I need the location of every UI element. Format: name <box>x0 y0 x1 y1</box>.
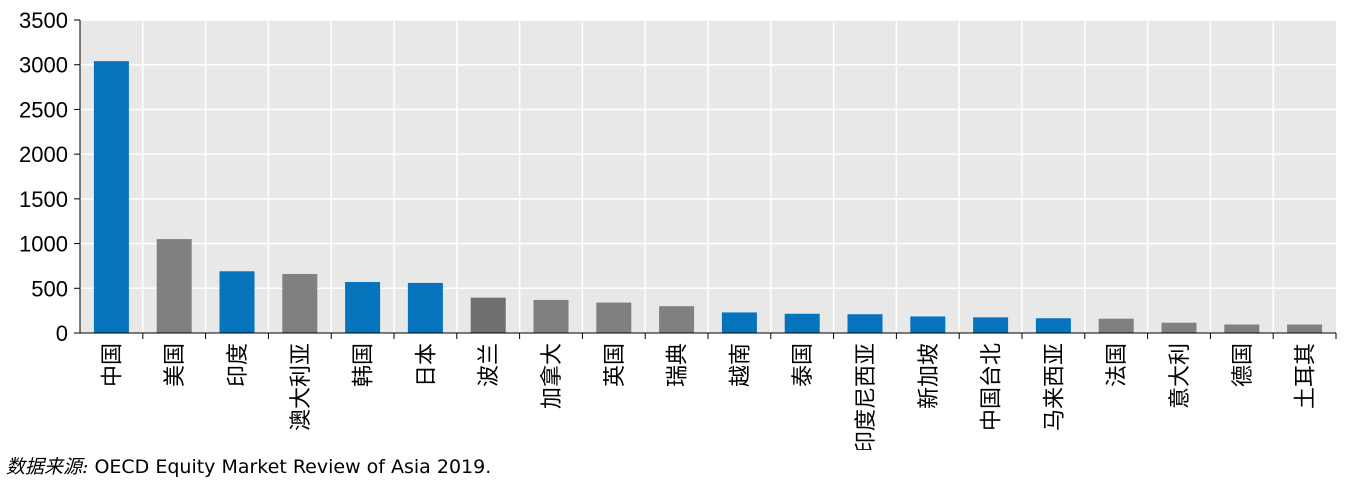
y-tick-label: 2000 <box>19 142 68 167</box>
x-tick-label: 泰国 <box>791 343 816 387</box>
x-tick-label: 马来西亚 <box>1042 343 1067 431</box>
x-tick-label: 加拿大 <box>539 343 565 409</box>
x-tick-label: 英国 <box>603 343 628 387</box>
y-tick-label: 1000 <box>19 232 68 257</box>
y-tick-label: 0 <box>56 321 68 346</box>
bar <box>721 312 757 333</box>
y-tick-label: 2500 <box>19 97 68 122</box>
bar <box>407 282 443 333</box>
x-tick-label: 印度 <box>226 343 251 387</box>
source-note: 数据来源: OECD Equity Market Review of Asia … <box>6 452 491 479</box>
x-tick-label: 土耳其 <box>1294 343 1319 409</box>
bar <box>93 61 129 333</box>
x-tick-label: 中国 <box>100 343 125 387</box>
x-tick-label: 印度尼西亚 <box>854 343 879 450</box>
bar <box>847 314 883 333</box>
x-tick-label: 越南 <box>728 343 753 387</box>
bar <box>533 299 569 333</box>
x-tick-label: 韩国 <box>352 343 377 387</box>
x-tick-label: 法国 <box>1105 343 1130 387</box>
y-tick-label: 1500 <box>19 187 68 212</box>
x-tick-label: 新加坡 <box>917 343 942 409</box>
y-axis: 0 500 1000 1500 2000 2500 3000 3500 <box>19 8 81 346</box>
bar <box>219 271 255 333</box>
x-tick-label: 瑞典 <box>666 343 691 387</box>
x-tick-label: 日本 <box>414 343 439 387</box>
bar <box>784 313 820 333</box>
y-tick-label: 3500 <box>19 8 68 33</box>
y-tick-label: 500 <box>31 276 68 301</box>
bar <box>156 239 192 333</box>
bar <box>345 282 381 333</box>
gridlines <box>80 19 1336 333</box>
x-tick-label: 波兰 <box>477 343 502 387</box>
source-label: 数据来源: <box>6 456 89 478</box>
bar <box>659 306 695 333</box>
bar <box>973 317 1009 333</box>
bar <box>1287 324 1323 333</box>
bar <box>282 273 318 333</box>
x-axis: 中国 美国 印度 澳大利亚 韩国 日本 波兰 加拿大 英国 瑞典 越南 泰国 印度尼西亚 新加坡 中国台北 马… <box>80 332 1337 450</box>
bar <box>1098 318 1134 333</box>
x-tick-label: 澳大利亚 <box>289 343 314 431</box>
x-tick-label: 中国台北 <box>980 343 1005 431</box>
bar-chart: 0 500 1000 1500 2000 2500 3000 3500 中国 美国 印度 澳大利亚 韩… <box>19 8 1337 450</box>
bar <box>1224 324 1260 333</box>
x-tick-label: 意大利 <box>1168 343 1193 409</box>
bar <box>1161 322 1197 333</box>
source-text: OECD Equity Market Review of Asia 2019. <box>88 456 492 478</box>
y-tick-label: 3000 <box>19 53 68 78</box>
bar <box>1035 318 1071 333</box>
x-tick-label: 德国 <box>1231 343 1256 387</box>
x-tick-label: 美国 <box>163 343 188 387</box>
bars <box>93 61 1323 333</box>
bar <box>596 302 632 333</box>
bar <box>910 316 946 333</box>
bar <box>470 297 506 333</box>
